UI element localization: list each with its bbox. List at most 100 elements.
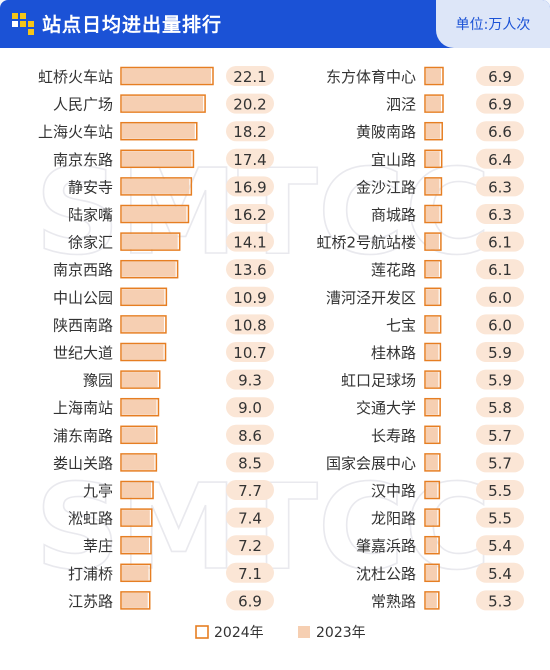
bar-2023: [426, 234, 439, 250]
bar-2023: [426, 344, 439, 360]
bar-2024: [424, 535, 440, 555]
category-label: 七宝: [386, 316, 416, 334]
value-pill: [226, 93, 274, 114]
bar-2024: [120, 149, 195, 169]
value-label: 13.6: [233, 261, 266, 279]
value-label: 16.9: [233, 178, 266, 196]
value-pill: [476, 314, 524, 335]
category-label: 沈杜公路: [356, 565, 416, 583]
bar-2023: [122, 592, 148, 608]
category-label: 静安寺: [68, 178, 113, 196]
value-pill: [476, 176, 524, 197]
value-pill: [476, 93, 524, 114]
bar-2024: [120, 480, 154, 500]
value-pill: [476, 535, 524, 556]
bar-2023: [426, 427, 438, 443]
bar-2023: [122, 151, 192, 167]
category-label: 淞虹路: [68, 510, 113, 528]
bar-2024: [424, 591, 440, 610]
bar-2024: [424, 66, 444, 86]
bar-2024: [424, 397, 441, 417]
value-label: 10.8: [233, 316, 266, 334]
value-pill: [226, 452, 274, 473]
value-pill: [226, 424, 274, 445]
bar-2023: [426, 510, 438, 526]
value-pill: [226, 369, 274, 390]
legend-label-2024: 2024年: [214, 625, 264, 641]
value-pill: [226, 480, 274, 500]
bar-2023: [426, 372, 439, 388]
bar-2023: [122, 123, 195, 139]
value-label: 6.9: [488, 96, 512, 114]
bar-2024: [120, 259, 179, 279]
bar-2024: [424, 342, 442, 362]
value-label: 5.5: [488, 482, 512, 500]
bar-2023: [426, 123, 441, 139]
bar-2024: [424, 94, 444, 113]
category-label: 江苏路: [68, 592, 113, 610]
value-label: 5.7: [488, 427, 512, 445]
category-label: 东方体育中心: [326, 68, 416, 86]
bar-2023: [122, 206, 187, 222]
bar-2024: [120, 425, 158, 445]
value-pill: [226, 66, 274, 86]
value-label: 6.3: [488, 206, 512, 224]
category-label: 肇嘉浜路: [356, 537, 416, 555]
category-label: 金沙江路: [356, 178, 416, 196]
value-label: 7.7: [238, 482, 262, 500]
bar-2023: [426, 592, 437, 608]
bar-2023: [426, 206, 440, 222]
bar-2024: [120, 204, 190, 224]
bar-2024: [424, 149, 443, 169]
category-label: 国家会展中心: [326, 454, 416, 472]
chart-title: 站点日均进出量排行: [42, 14, 223, 36]
value-label: 5.3: [488, 592, 512, 610]
value-label: 5.9: [488, 344, 512, 362]
value-label: 7.2: [238, 537, 262, 555]
value-pill: [226, 176, 274, 197]
unit-label: 单位:万人次: [455, 17, 531, 33]
value-pill: [226, 121, 274, 142]
bar-2023: [122, 399, 157, 415]
value-pill: [226, 286, 274, 307]
value-label: 6.9: [238, 592, 262, 610]
value-pill: [476, 480, 524, 500]
value-pill: [476, 369, 524, 390]
category-label: 泗泾: [386, 96, 416, 114]
value-label: 6.4: [488, 151, 512, 169]
category-label: 南京西路: [53, 261, 113, 279]
bar-2024: [120, 535, 152, 555]
bar-2023: [426, 482, 438, 498]
value-pill: [226, 397, 274, 418]
bar-2023: [122, 96, 204, 112]
bar-2024: [120, 315, 167, 334]
bar-2024: [120, 121, 198, 141]
bar-2023: [122, 178, 190, 194]
bar-2024: [424, 315, 442, 334]
bar-2023: [122, 234, 178, 250]
value-pill: [476, 397, 524, 418]
category-label: 南京东路: [53, 151, 113, 169]
bar-2023: [426, 96, 441, 112]
category-label: 陕西南路: [53, 316, 113, 334]
bar-2024: [120, 177, 193, 196]
category-label: 宜山路: [371, 151, 416, 169]
value-label: 5.4: [488, 565, 512, 583]
metro-logo-icon: [12, 13, 34, 35]
bar-2024: [120, 453, 158, 472]
value-pill: [476, 286, 524, 307]
value-pill: [476, 66, 524, 86]
category-label: 上海火车站: [38, 123, 113, 141]
value-label: 6.1: [488, 234, 512, 252]
value-label: 8.6: [238, 427, 262, 445]
bar-2023: [122, 289, 165, 305]
bar-2023: [426, 454, 438, 470]
bar-2024: [424, 425, 441, 445]
bar-2023: [122, 565, 149, 581]
category-label: 世纪大道: [53, 344, 113, 362]
value-label: 17.4: [233, 151, 266, 169]
bar-2024: [424, 453, 441, 472]
value-pill: [476, 424, 524, 445]
value-label: 5.8: [488, 399, 512, 417]
value-label: 18.2: [233, 123, 266, 141]
